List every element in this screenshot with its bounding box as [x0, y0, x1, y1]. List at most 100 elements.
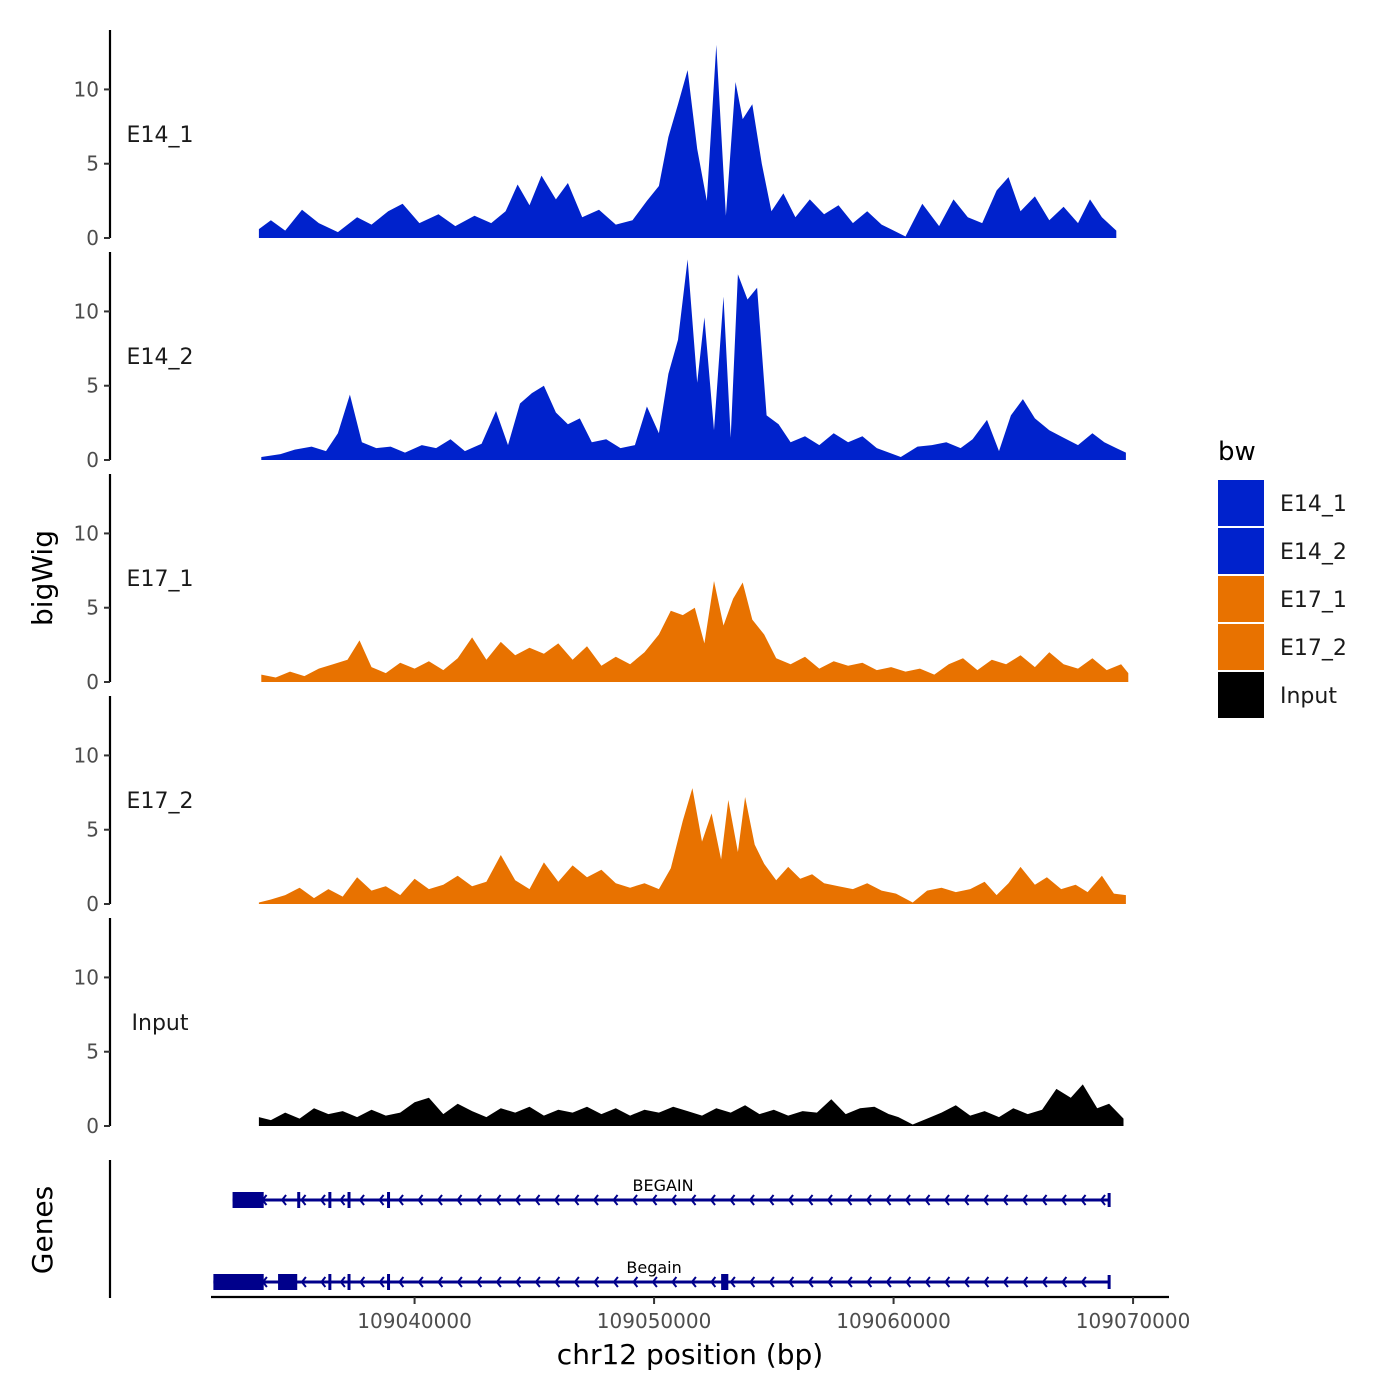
panel-label: E17_2	[127, 789, 194, 814]
strand-chevron	[924, 1276, 931, 1288]
x-axis-title: chr12 position (bp)	[557, 1338, 823, 1371]
strand-chevron	[865, 1194, 872, 1206]
strand-chevron	[1021, 1194, 1028, 1206]
x-tick-label: 109050000	[597, 1309, 712, 1333]
gene-model-begain: BEGAIN	[232, 1176, 1111, 1208]
strand-chevron	[651, 1194, 658, 1206]
strand-chevron	[397, 1194, 404, 1206]
y-tick-label: 10	[74, 521, 99, 545]
panel-label: E14_1	[127, 123, 194, 148]
strand-chevron	[437, 1276, 444, 1288]
panel-label: E14_2	[127, 345, 194, 370]
gene-model-begain: Begain	[213, 1258, 1111, 1290]
strand-chevron	[495, 1276, 502, 1288]
coverage-area-e17-1	[261, 581, 1129, 682]
legend-swatch	[1218, 672, 1264, 718]
exon	[347, 1192, 351, 1208]
y-tick-label: 10	[74, 743, 99, 767]
strand-chevron	[417, 1276, 424, 1288]
strand-chevron	[710, 1276, 717, 1288]
strand-chevron	[320, 1276, 327, 1288]
strand-chevron	[300, 1194, 307, 1206]
strand-chevron	[944, 1276, 951, 1288]
strand-chevron	[866, 1276, 873, 1288]
y-tick-label: 5	[86, 1040, 99, 1064]
strand-chevron	[670, 1194, 677, 1206]
legend-label: E17_1	[1280, 588, 1347, 613]
x-axis: 109040000 109050000 109060000 109070000	[211, 1295, 1191, 1333]
y-tick-label: 0	[86, 670, 99, 694]
exon	[232, 1192, 264, 1208]
strand-chevron	[905, 1276, 912, 1288]
y-tick-label: 10	[74, 77, 99, 101]
panel-label: Input	[132, 1011, 189, 1036]
legend-swatch	[1218, 528, 1264, 574]
strand-chevron	[827, 1276, 834, 1288]
strand-chevron	[436, 1194, 443, 1206]
legend-swatch	[1218, 624, 1264, 670]
strand-chevron	[631, 1194, 638, 1206]
panel-label: E17_1	[127, 567, 194, 592]
coverage-area-e14-2	[261, 259, 1126, 460]
strand-chevron	[904, 1194, 911, 1206]
strand-chevron	[319, 1194, 326, 1206]
strand-chevron	[807, 1276, 814, 1288]
strand-chevron	[1041, 1194, 1048, 1206]
strand-chevron	[417, 1194, 424, 1206]
strand-chevron	[339, 1194, 346, 1206]
strand-chevron	[1061, 1276, 1068, 1288]
coverage-panels: 0 5 10 E14_1 0 5 10 E14_2 0 5 10 E17_1 0 5 10 E17_2 0 5 10…	[74, 30, 1129, 1138]
gene-label: Begain	[626, 1258, 681, 1277]
y-tick-label: 5	[86, 152, 99, 176]
legend-swatch	[1218, 480, 1264, 526]
strand-chevron	[729, 1194, 736, 1206]
strand-chevron	[573, 1276, 580, 1288]
x-tick-label: 109060000	[836, 1309, 951, 1333]
strand-chevron	[671, 1276, 678, 1288]
y-tick-label: 0	[86, 892, 99, 916]
strand-chevron	[1002, 1194, 1009, 1206]
strand-chevron	[593, 1276, 600, 1288]
strand-chevron	[690, 1194, 697, 1206]
legend-label: Input	[1280, 684, 1337, 709]
strand-chevron	[359, 1276, 366, 1288]
strand-chevron	[573, 1194, 580, 1206]
strand-chevron	[690, 1276, 697, 1288]
strand-chevron	[1002, 1276, 1009, 1288]
strand-chevron	[983, 1276, 990, 1288]
strand-chevron	[788, 1276, 795, 1288]
strand-chevron	[280, 1194, 287, 1206]
strand-chevron	[943, 1194, 950, 1206]
strand-chevron	[456, 1194, 463, 1206]
strand-chevron	[768, 1276, 775, 1288]
y-tick-label: 10	[74, 299, 99, 323]
strand-chevron	[398, 1276, 405, 1288]
strand-chevron	[476, 1276, 483, 1288]
strand-chevron	[534, 1276, 541, 1288]
strand-chevron	[378, 1276, 385, 1288]
gene-label: BEGAIN	[633, 1176, 694, 1195]
y-tick-label: 5	[86, 374, 99, 398]
legend: bw E14_1 E14_2 E17_1 E17_2 Input	[1218, 437, 1347, 718]
strand-chevron	[787, 1194, 794, 1206]
y-tick-label: 0	[86, 1114, 99, 1138]
gene-track: BEGAIN Begain	[108, 1160, 1111, 1298]
strand-chevron	[651, 1276, 658, 1288]
x-tick-label: 109070000	[1076, 1309, 1191, 1333]
legend-label: E14_1	[1280, 492, 1347, 517]
strand-chevron	[729, 1276, 736, 1288]
y-tick-label: 10	[74, 965, 99, 989]
strand-chevron	[1099, 1194, 1106, 1206]
exon	[278, 1274, 298, 1290]
panel-input: 0 5 10 Input	[74, 918, 1124, 1138]
y-tick-label: 5	[86, 596, 99, 620]
strand-chevron	[300, 1276, 307, 1288]
strand-chevron	[1041, 1276, 1048, 1288]
panel-e14-1: 0 5 10 E14_1	[74, 30, 1117, 250]
panel-e14-2: 0 5 10 E14_2	[74, 252, 1126, 472]
strand-chevron	[632, 1276, 639, 1288]
coverage-area-e14-1	[258, 44, 1117, 239]
strand-chevron	[768, 1194, 775, 1206]
exon	[328, 1274, 332, 1290]
legend-label: E17_2	[1280, 636, 1347, 661]
